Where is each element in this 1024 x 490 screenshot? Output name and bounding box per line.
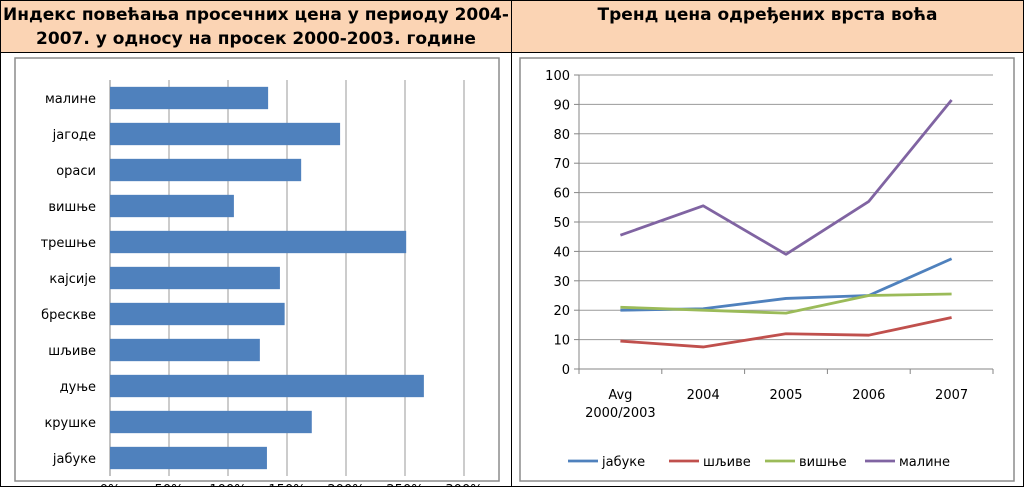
y-tick-label: 60 [553,187,570,202]
category-label: шљиве [48,344,96,359]
bar [110,122,341,146]
right-chart-header: Тренд цена одређених врста воћа [511,0,1024,53]
x-category-label: 2004 [687,388,720,403]
legend-label: шљиве [703,455,751,470]
bar [110,266,280,290]
category-label: кајсије [49,272,96,287]
series-line [619,99,953,256]
legend-label: малине [899,455,950,470]
right-chart-cell: 0 10 20 30 40 50 60 70 80 90 100 Avg 2000/2003 2004 20… [511,52,1024,487]
right-header-title: Тренд цена одређених врста воћа [597,5,938,25]
left-chart-cell: 0% 50% 100% 150% 200% 250% 300% малине јагоде ора… [0,52,512,490]
bar [110,86,269,110]
bar [110,230,407,254]
left-chart-header: Индекс повећања просечних цена у периоду… [0,0,512,53]
y-tick-label: 10 [553,334,570,349]
x-category-label: 2006 [852,388,885,403]
y-tick-label: 80 [553,128,570,143]
x-category-label: 2005 [769,388,802,403]
category-label: вишње [48,200,96,215]
category-label: јагоде [52,128,96,143]
left-header-line1: Индекс повећања просечних цена у периоду… [3,5,509,25]
bar [110,410,312,434]
bar [110,374,424,398]
y-tick-label: 40 [553,245,570,260]
y-tick-label: 30 [553,275,570,290]
bar [110,446,267,470]
series-line [620,316,952,349]
category-label: крушке [44,416,96,431]
category-label: ораси [56,164,96,179]
bar-chart: 0% 50% 100% 150% 200% 250% 300% малине јагоде ора… [14,57,500,490]
category-label: јабуке [52,452,96,467]
y-tick-label: 100 [545,69,570,84]
legend-label: јабуке [601,455,645,470]
x-category-label: 2000/2003 [585,406,656,421]
bar [110,302,285,326]
legend-label: вишње [799,455,847,470]
x-category-label: 2007 [935,388,968,403]
y-tick-label: 0 [562,363,570,378]
category-label: трешње [41,236,96,251]
x-tick-label: 100% [209,483,246,486]
category-label: малине [45,92,96,107]
bar [110,158,302,182]
y-tick-label: 90 [553,98,570,113]
x-tick-label: 200% [327,483,364,486]
line-chart-area [519,57,1015,482]
bar [110,194,234,218]
x-tick-label: 250% [386,483,423,486]
x-tick-label: 150% [268,483,305,486]
x-tick-label: 50% [155,483,184,486]
y-tick-label: 20 [553,304,570,319]
x-tick-label: 0% [100,483,121,486]
x-category-label: Avg [608,388,632,403]
y-tick-label: 50 [553,216,570,231]
bar [110,338,260,362]
category-label: брескве [41,308,96,323]
left-header-line2: 2007. у односу на просек 2000-2003. годи… [36,29,476,49]
series-line [620,292,952,315]
line-chart: 0 10 20 30 40 50 60 70 80 90 100 Avg 2000/2003 2004 20… [519,57,1015,482]
y-tick-label: 70 [553,157,570,172]
x-tick-label: 300% [445,483,482,486]
category-label: дуње [60,380,96,395]
